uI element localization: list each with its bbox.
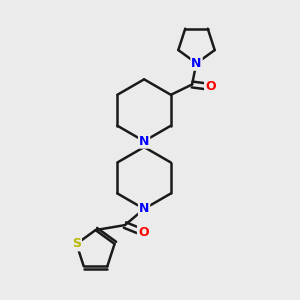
Text: O: O	[138, 226, 148, 239]
Text: O: O	[205, 80, 216, 93]
Text: S: S	[72, 237, 81, 250]
Text: N: N	[139, 202, 149, 215]
Text: N: N	[139, 135, 149, 148]
Text: N: N	[191, 57, 202, 70]
